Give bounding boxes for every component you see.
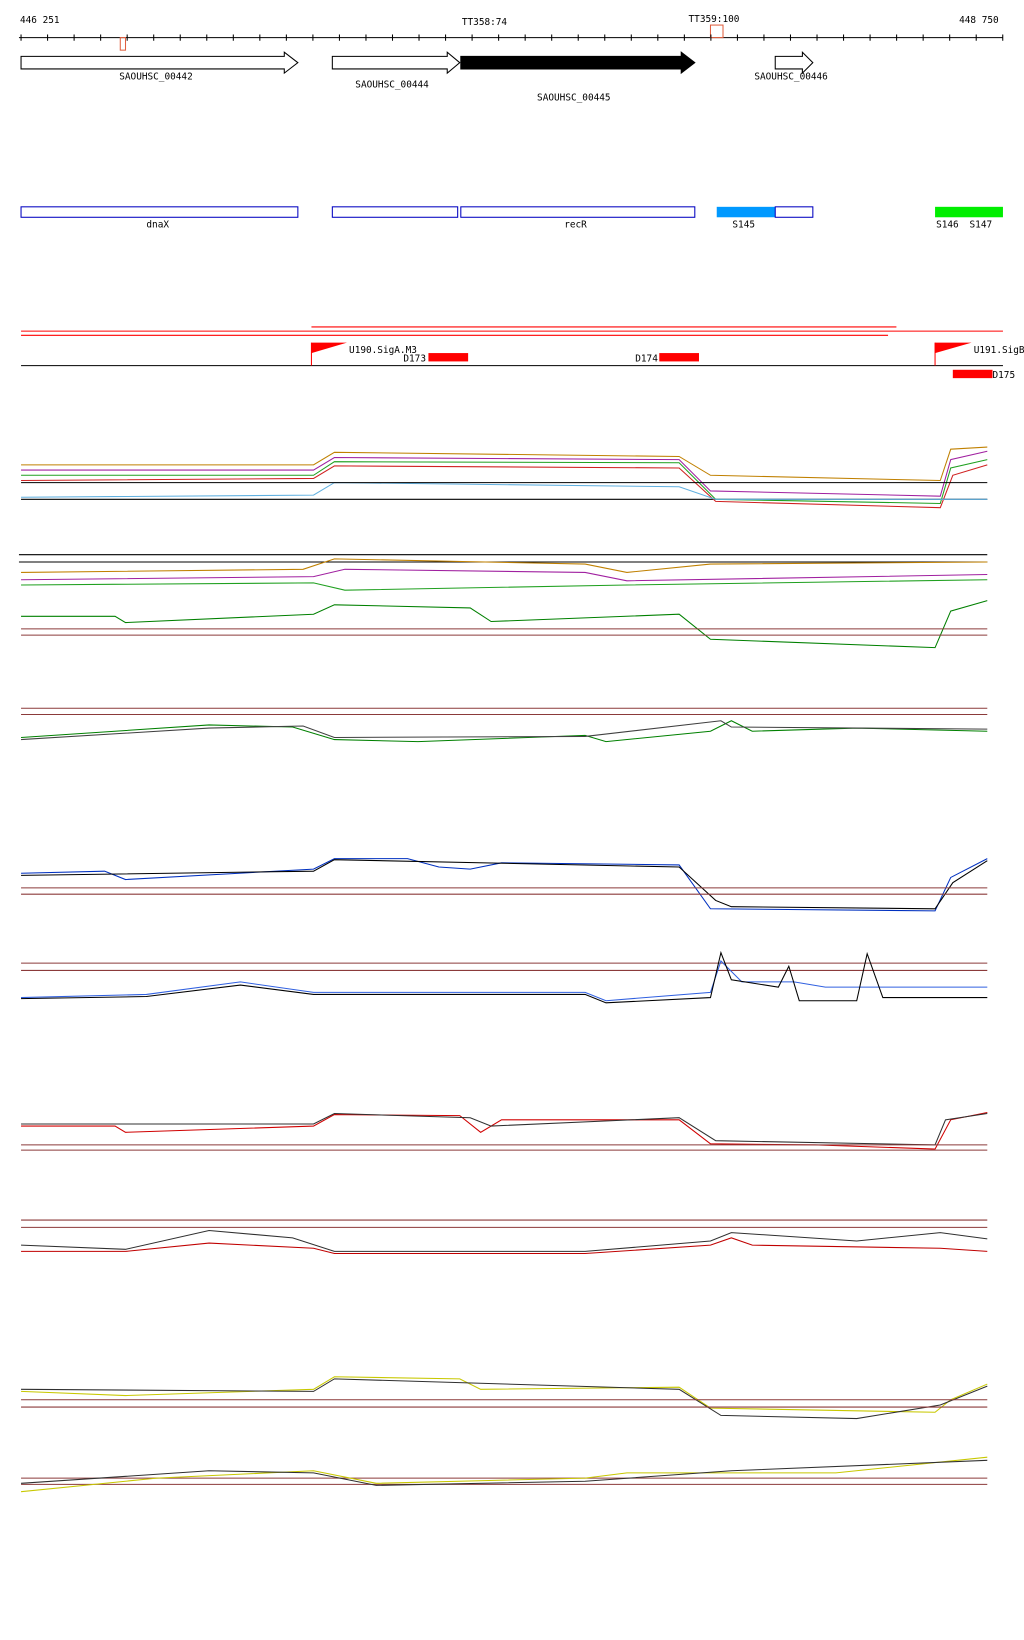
profile xyxy=(20,1456,988,1493)
site-marker xyxy=(709,24,724,39)
flag xyxy=(935,342,972,354)
profile xyxy=(21,459,988,505)
feature-label: recR xyxy=(564,220,587,231)
profile xyxy=(21,446,988,482)
profile xyxy=(21,1378,988,1420)
feature-label: S145 xyxy=(732,220,755,231)
gene-arrow xyxy=(20,51,299,75)
profile xyxy=(21,464,988,509)
reg-label: D174 xyxy=(635,353,658,364)
profile xyxy=(21,568,988,582)
reg-label: U191.SigB xyxy=(974,345,1024,356)
gene-label: SAOUHSC_00442 xyxy=(119,71,193,82)
profile xyxy=(21,1113,988,1146)
ruler-start: 446 251 xyxy=(20,15,60,26)
profile xyxy=(21,859,988,910)
reg-box xyxy=(952,369,993,379)
ruler: 446 251 TT358:74 TT359:100 448 750 xyxy=(18,14,1004,51)
ruler-marker: TT358:74 xyxy=(462,17,508,28)
feature-label: S146 xyxy=(936,220,959,231)
profile xyxy=(21,950,988,1004)
profile xyxy=(21,600,988,649)
feature-label: dnaX xyxy=(146,220,169,231)
feature xyxy=(20,206,299,218)
profile xyxy=(21,1229,988,1252)
profile xyxy=(21,720,988,741)
feature xyxy=(331,206,459,218)
feature xyxy=(460,206,696,218)
profile xyxy=(21,482,988,500)
reg-label: D173 xyxy=(403,353,426,364)
regulators: U190.SigA.M3 D173 D174 U191.SigB D175 xyxy=(21,326,1024,381)
gene-arrow xyxy=(460,51,696,75)
feature xyxy=(716,206,776,218)
profiles xyxy=(18,446,988,1493)
profile xyxy=(21,858,988,912)
profile xyxy=(21,960,988,1002)
reg-label: D175 xyxy=(993,370,1016,381)
profile xyxy=(21,1459,988,1486)
gene-label: SAOUHSC_00446 xyxy=(754,71,828,82)
site-marker xyxy=(119,37,127,51)
profile xyxy=(21,1237,988,1255)
gene-arrow xyxy=(331,51,461,75)
gene-label: SAOUHSC_00445 xyxy=(537,92,611,103)
reg-box xyxy=(659,353,699,362)
gene-label: SAOUHSC_00444 xyxy=(355,80,429,91)
gene-arrow xyxy=(774,50,814,75)
feature xyxy=(935,206,1003,218)
profile xyxy=(21,450,988,497)
features: dnaX recR S145 S146 S147 xyxy=(20,206,1003,231)
reg-label: U190.SigA.M3 xyxy=(349,345,417,356)
profile xyxy=(21,579,988,591)
genes: SAOUHSC_00442 SAOUHSC_00444 SAOUHSC_0044… xyxy=(20,50,828,103)
reg-box xyxy=(428,353,469,362)
flag xyxy=(311,342,347,354)
feature-label: S147 xyxy=(970,220,993,231)
ruler-end: 448 750 xyxy=(959,15,999,26)
ruler-marker: TT359:100 xyxy=(689,14,740,25)
profile xyxy=(21,558,988,573)
feature xyxy=(774,206,814,218)
